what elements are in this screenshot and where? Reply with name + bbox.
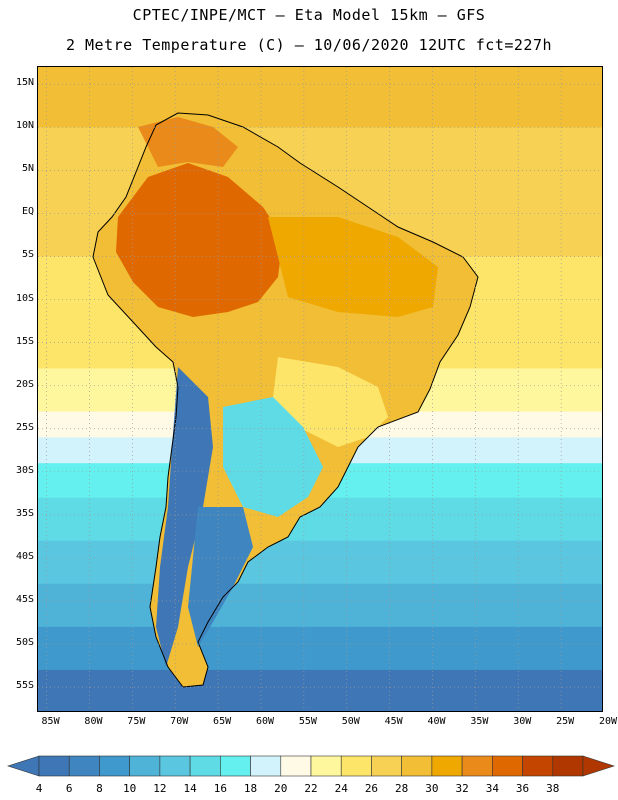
lon-tick-label: 65W [213, 716, 232, 727]
lat-tick-label: 10S [15, 292, 34, 304]
lat-tick-label: EQ [21, 206, 34, 218]
colorbar-level-label: 28 [395, 782, 409, 795]
lat-tick-label: 35S [15, 507, 34, 519]
colorbar-box [250, 755, 282, 777]
lon-tick-label: 85W [41, 716, 60, 727]
colorbar-box [461, 755, 493, 777]
colorbar-box [220, 755, 251, 777]
lat-tick-label: 20S [15, 378, 34, 390]
cold-region-patagonia [188, 507, 253, 647]
colorbar-box [371, 755, 402, 777]
colorbar-box [552, 755, 584, 777]
colorbar-level-label: 20 [274, 782, 288, 795]
lon-tick-label: 45W [384, 716, 403, 727]
colorbar-level-label: 24 [334, 782, 348, 795]
mild-region-south-brazil [273, 357, 388, 447]
colorbar-level-label: 32 [455, 782, 469, 795]
lat-tick-label: 55S [15, 680, 34, 692]
lat-tick-label: 30S [15, 464, 34, 476]
colorbar-level-label: 34 [485, 782, 499, 795]
continent-temperature-field [92, 112, 479, 688]
lat-tick-label: 15N [15, 77, 34, 89]
map-canvas [38, 67, 602, 711]
lon-tick-label: 35W [470, 716, 489, 727]
hot-region-north [138, 117, 238, 167]
lon-tick-label: 50W [341, 716, 360, 727]
map-title-line-1: CPTEC/INPE/MCT – Eta Model 15km – GFS [132, 6, 486, 24]
coastline [92, 112, 479, 688]
lat-tick-label: 50S [15, 637, 34, 649]
colorbar-level-label: 14 [183, 782, 197, 795]
colorbar-level-label: 36 [515, 782, 530, 795]
colorbar-level-label: 12 [153, 782, 167, 795]
colorbar-level-label: 4 [35, 782, 43, 795]
colorbar-level-label: 22 [304, 782, 318, 795]
ocean-band-10 [38, 626, 602, 671]
colorbar-box [522, 755, 554, 777]
cold-region-andes [156, 367, 213, 667]
colorbar-box [99, 755, 130, 777]
map-title-line-2: 2 Metre Temperature (C) – 10/06/2020 12U… [65, 36, 553, 54]
lon-tick-label: 60W [255, 716, 274, 727]
colorbar-level-label: 18 [243, 782, 258, 795]
colorbar-box [310, 755, 342, 777]
lon-tick-label: 80W [84, 716, 103, 727]
colorbar-box [280, 755, 312, 777]
colorbar-above-arrow [582, 755, 615, 777]
lon-tick-label: 20W [598, 716, 618, 727]
colorbar-box [401, 755, 433, 777]
lat-tick-label: 5N [21, 163, 34, 175]
lat-tick-label: 45S [15, 594, 34, 606]
colorbar-box [431, 755, 463, 777]
cool-region-pampas [223, 397, 323, 517]
ocean-band-9 [38, 583, 602, 628]
colorbar-level-label: 30 [425, 782, 439, 795]
colorbar-box [492, 755, 523, 777]
colorbar-level-label: 6 [65, 782, 73, 795]
lat-tick-label: 40S [15, 550, 34, 562]
ocean-band-0 [38, 67, 602, 129]
ocean-band-8 [38, 540, 602, 585]
lat-tick-label: 15S [15, 335, 34, 347]
colorbar-level-label: 16 [213, 782, 227, 795]
lon-tick-label: 70W [170, 716, 189, 727]
lon-tick-label: 25W [556, 716, 575, 727]
lon-tick-label: 40W [427, 716, 446, 727]
colorbar-level-label: 26 [364, 782, 379, 795]
colorbar-level-label: 38 [546, 782, 560, 795]
colorbar-box [340, 755, 372, 777]
lon-tick-label: 55W [298, 716, 317, 727]
colorbar-box [38, 755, 70, 777]
lat-tick-label: 25S [15, 421, 34, 433]
warm-region-brazil [268, 217, 438, 317]
ocean-band-11 [38, 669, 602, 711]
temperature-map [37, 66, 603, 712]
colorbar-box [189, 755, 221, 777]
colorbar-box [68, 755, 100, 777]
colorbar-below-arrow [7, 755, 40, 777]
temperature-colorbar [7, 755, 615, 777]
colorbar-level-label: 10 [123, 782, 137, 795]
lon-tick-label: 75W [127, 716, 146, 727]
colorbar-level-label: 8 [96, 782, 103, 795]
lat-tick-label: 5S [21, 249, 34, 261]
lon-tick-label: 30W [513, 716, 532, 727]
colorbar-box [159, 755, 191, 777]
lat-tick-label: 10N [15, 120, 34, 132]
colorbar-box [129, 755, 161, 777]
hot-region-amazon [116, 163, 283, 317]
